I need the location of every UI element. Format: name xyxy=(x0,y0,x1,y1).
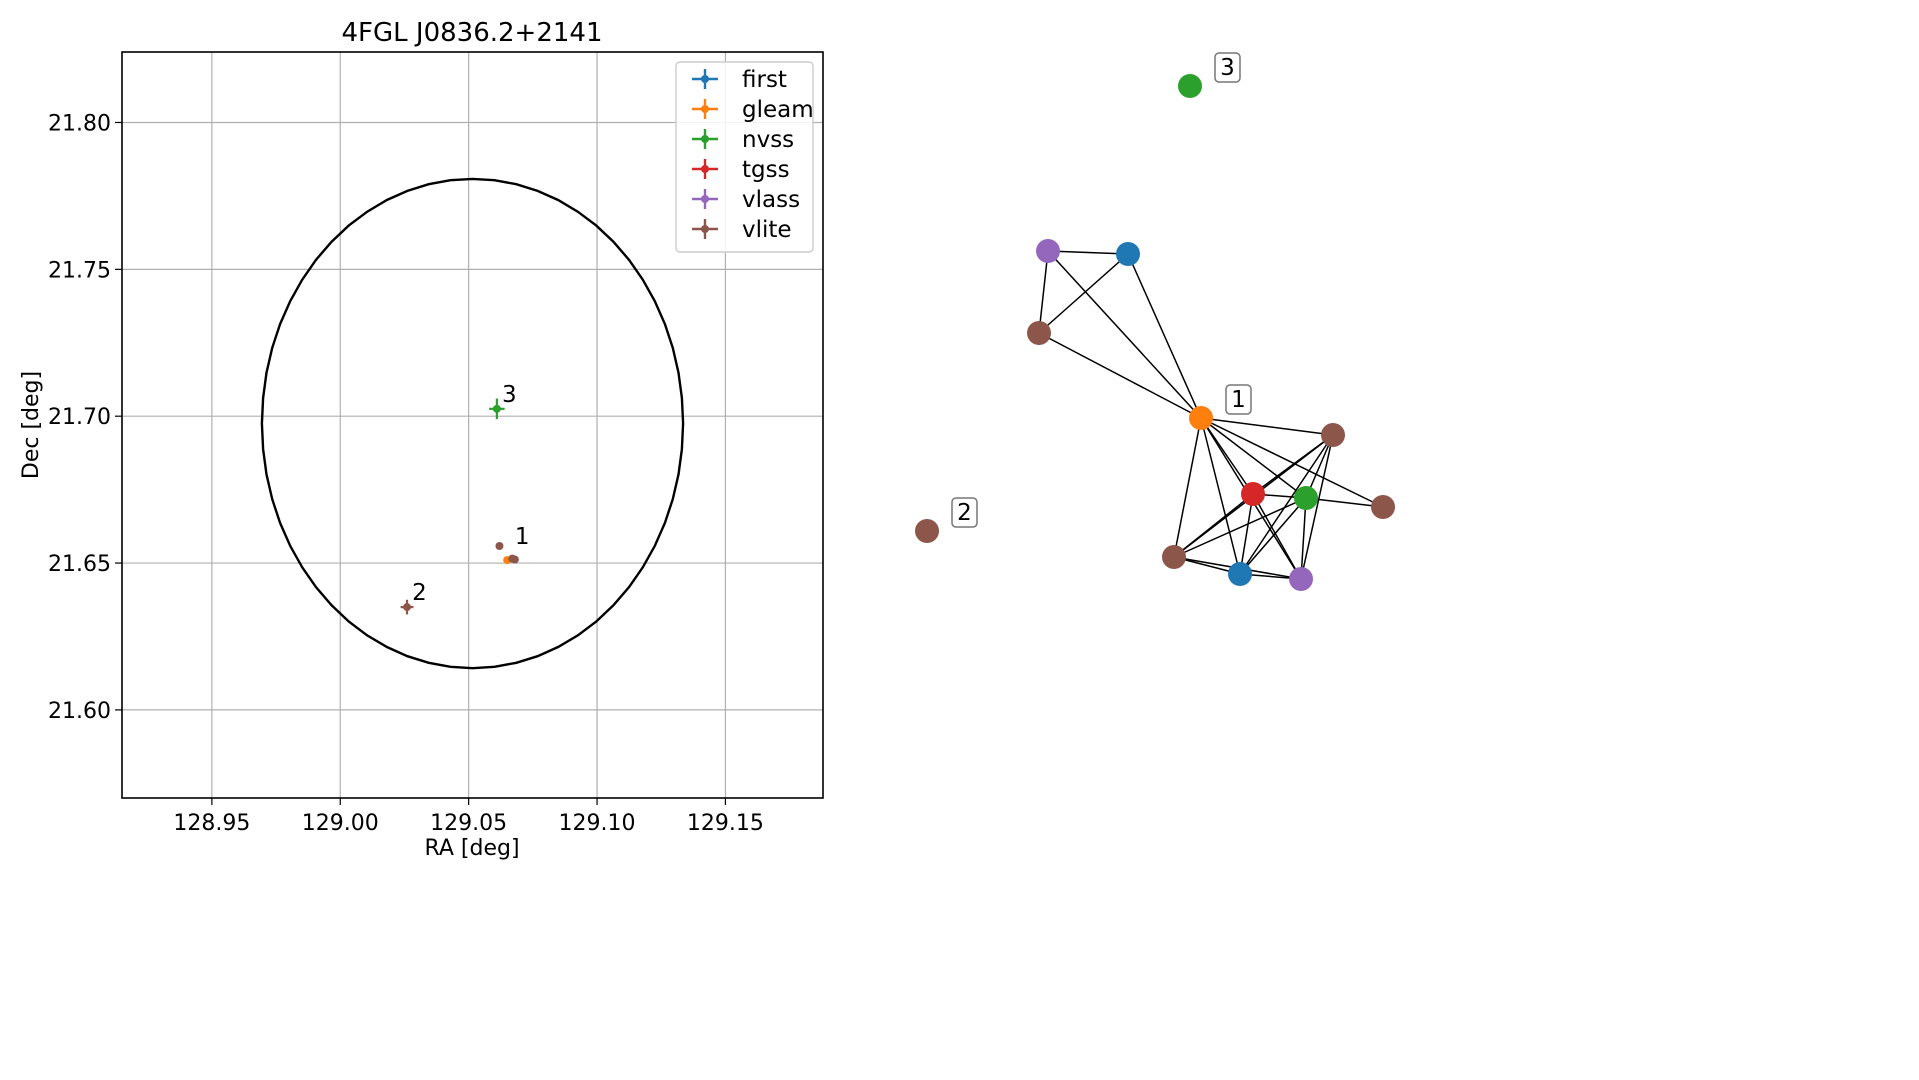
data-point-vlite xyxy=(400,599,414,615)
legend-label: vlite xyxy=(742,217,792,243)
graph-node-vlite xyxy=(1371,495,1395,519)
legend-label: tgss xyxy=(742,157,790,183)
graph-node-gleam xyxy=(1189,406,1213,430)
localization-ellipse xyxy=(260,177,685,670)
graph-edge xyxy=(1239,493,1254,575)
graph-node-nvss xyxy=(1294,486,1318,510)
graph-edge xyxy=(1047,250,1129,255)
data-point-vlite xyxy=(508,554,517,563)
graph-node-labels: 1 2 3 xyxy=(951,52,1252,528)
legend-label: first xyxy=(742,67,787,93)
graph-node-nvss xyxy=(1178,74,1202,98)
legend-item-gleam: gleam xyxy=(692,97,814,123)
graph-edge xyxy=(1173,493,1254,558)
legend-item-tgss: tgss xyxy=(692,157,790,183)
legend-label: vlass xyxy=(742,187,800,213)
y-axis-label: Dec [deg] xyxy=(19,371,44,479)
uncertainty-ellipse xyxy=(260,177,685,670)
graph-edge xyxy=(1173,497,1307,558)
graph-edge xyxy=(1038,332,1202,419)
graph-node-label: 1 xyxy=(1225,384,1252,415)
graph-nodes xyxy=(915,74,1395,591)
graph-node-label-text: 2 xyxy=(957,500,972,526)
x-tick-label: 129.00 xyxy=(302,811,379,836)
graph-node-tgss xyxy=(1241,482,1265,506)
legend-label: gleam xyxy=(742,97,814,123)
scatter-plot: 4FGL J0836.2+2141 1 2 3 128.95 129.00 129.05… xyxy=(19,18,824,861)
legend-label: nvss xyxy=(742,127,794,153)
graph-edge xyxy=(1038,250,1049,334)
legend-item-vlass: vlass xyxy=(692,187,800,213)
graph-node-label-text: 3 xyxy=(1220,55,1235,81)
legend-item-vlite: vlite xyxy=(692,217,792,243)
legend: first gleam nvss tgss vlass vlite xyxy=(675,61,814,253)
y-tick-label: 21.60 xyxy=(48,699,111,724)
graph-node-vlite xyxy=(1321,423,1345,447)
graph-node-label-text: 1 xyxy=(1231,387,1246,413)
graph-edge xyxy=(1200,417,1384,508)
plot-frame xyxy=(121,51,824,799)
y-tick-label: 21.75 xyxy=(48,258,111,283)
legend-item-nvss: nvss xyxy=(692,127,794,153)
graph-edge xyxy=(1200,417,1307,499)
graph-edge xyxy=(1038,253,1129,334)
x-axis-label: RA [deg] xyxy=(424,836,519,861)
chart-title: 4FGL J0836.2+2141 xyxy=(342,18,603,48)
graph-edge xyxy=(1300,434,1334,580)
graph-node-first xyxy=(1116,242,1140,266)
x-tick-label: 129.15 xyxy=(687,811,764,836)
x-tick-label: 129.05 xyxy=(430,811,507,836)
graph-edge xyxy=(1200,417,1334,436)
graph-node-first xyxy=(1228,562,1252,586)
point-annotation: 3 xyxy=(502,382,517,408)
x-tick-label: 128.95 xyxy=(173,811,250,836)
network-graph: 1 2 3 xyxy=(915,52,1395,591)
graph-node-vlass xyxy=(1289,567,1313,591)
point-annotation: 1 xyxy=(515,524,530,550)
data-points xyxy=(400,398,519,615)
y-tick-label: 21.80 xyxy=(48,111,111,136)
graph-node-label: 3 xyxy=(1214,52,1241,83)
point-annotation: 2 xyxy=(412,580,427,606)
graph-edge xyxy=(1200,417,1241,575)
graph-edge xyxy=(1239,434,1334,575)
point-annotations: 1 2 3 xyxy=(412,382,529,606)
x-tick-label: 129.10 xyxy=(559,811,636,836)
graph-node-vlite xyxy=(915,519,939,543)
graph-node-vlass xyxy=(1036,239,1060,263)
graph-edge xyxy=(1047,250,1202,419)
graph-edge xyxy=(1300,497,1307,580)
graph-edge xyxy=(1127,253,1202,419)
y-tick-label: 21.70 xyxy=(48,405,111,430)
graph-node-vlite xyxy=(1162,545,1186,569)
graph-edge xyxy=(1305,497,1384,508)
graph-edge xyxy=(1173,417,1202,558)
graph-node-label: 2 xyxy=(951,497,978,528)
x-axis-ticks: 128.95 129.00 129.05 129.10 129.15 xyxy=(173,798,764,836)
legend-item-first: first xyxy=(692,67,787,93)
data-point-nvss xyxy=(489,398,505,420)
graph-edge xyxy=(1252,493,1302,580)
graph-edge xyxy=(1239,497,1307,575)
y-axis-ticks: 21.60 21.65 21.70 21.75 21.80 xyxy=(48,111,122,724)
data-point-vlite xyxy=(495,542,504,551)
graph-node-vlite xyxy=(1027,321,1051,345)
y-tick-label: 21.65 xyxy=(48,552,111,577)
